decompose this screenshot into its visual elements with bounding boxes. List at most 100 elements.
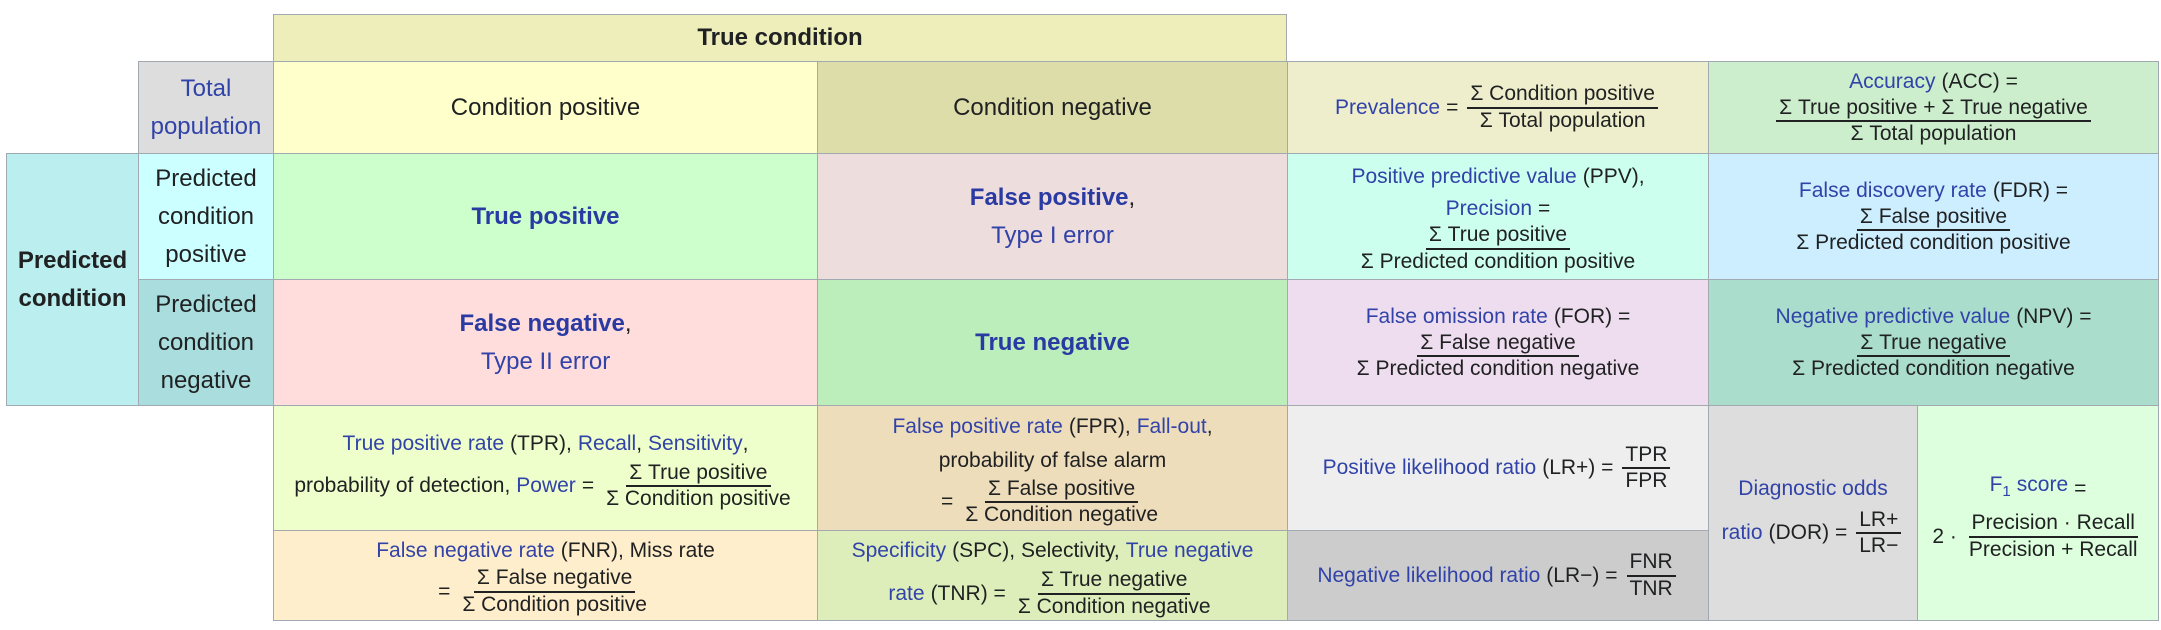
npv-abbr: (NPV) = (2016, 304, 2092, 328)
tnr-numerator: Σ True negative (1037, 569, 1191, 595)
fpr-link[interactable]: False positive rate (892, 414, 1063, 438)
tpr-fraction: Σ True positive Σ Condition positive (603, 461, 794, 510)
total-population-line-1[interactable]: Total (180, 74, 232, 102)
tnr-denominator: Σ Condition negative (1017, 594, 1211, 618)
predicted-positive-line-1: Predicted (155, 164, 257, 192)
accuracy-link[interactable]: Accuracy (1849, 69, 1936, 93)
true-negative-cell: True negative (817, 279, 1288, 406)
specificity-cell: Specificity (SPC), Selectivity, True neg… (817, 530, 1288, 621)
f1-score-link[interactable]: F1 score (1990, 465, 2069, 512)
tnr-abbr: (TNR) = (930, 581, 1006, 605)
fall-out-comma: , (1206, 414, 1213, 438)
lr-negative-link[interactable]: Negative likelihood ratio (1317, 563, 1541, 587)
fdr-denominator: Σ Predicted condition positive (1796, 231, 2071, 254)
predicted-condition-line-1: Predicted (17, 246, 128, 274)
false-negative-cell: False negative , Type II error (273, 279, 818, 406)
f1-score-cell: F1 score = 2 · Precision · Recall Precisi… (1917, 405, 2159, 621)
fnr-abbr: (FNR), Miss rate (560, 539, 715, 563)
ppv-fraction: Σ True positive Σ Predicted condition po… (1358, 224, 1638, 272)
dor-link-line-1[interactable]: Diagnostic odds (1738, 476, 1888, 500)
fpr-fraction: Σ False positive Σ Condition negative (962, 477, 1161, 526)
total-population-cell: Total population (138, 61, 274, 154)
dor-cell: Diagnostic odds ratio (DOR) = LR+ LR− (1708, 405, 1918, 621)
tpr-numerator: Σ True positive (626, 461, 771, 487)
accuracy-fraction: Σ True positive + Σ True negative Σ Tota… (1776, 96, 2091, 145)
predicted-positive-line-2: condition (157, 202, 255, 230)
total-population-line-2[interactable]: population (150, 112, 262, 140)
true-negative-rate-link-2[interactable]: rate (888, 581, 925, 605)
tpr-link[interactable]: True positive rate (342, 431, 505, 455)
predicted-condition-line-2: condition (18, 284, 127, 312)
fpr-denominator: Σ Condition negative (965, 503, 1159, 526)
predicted-negative-header: Predicted condition negative (138, 279, 274, 406)
tpr-cell: True positive rate (TPR), Recall , Sensi… (273, 405, 818, 531)
sensitivity-link[interactable]: Sensitivity (648, 431, 743, 455)
prevalence-equals: = (1446, 95, 1459, 119)
recall-comma: , (636, 431, 643, 455)
lr-positive-abbr: (LR+) = (1542, 456, 1614, 479)
condition-positive-header: Condition positive (273, 61, 818, 154)
predicted-positive-line-3: positive (165, 240, 247, 268)
dor-fraction: LR+ LR− (1856, 508, 1902, 557)
specificity-link[interactable]: Specificity (851, 539, 947, 563)
lr-positive-denominator: FPR (1625, 469, 1668, 492)
dor-abbr: (DOR) = (1768, 521, 1848, 544)
prevalence-link[interactable]: Prevalence (1335, 95, 1441, 119)
f1-letter: F (1989, 473, 2003, 497)
fdr-abbr: (FDR) = (1992, 178, 2069, 202)
true-negative-rate-link[interactable]: True negative (1125, 539, 1254, 563)
for-numerator: Σ False negative (1417, 331, 1579, 357)
true-negative-link[interactable]: True negative (975, 328, 1130, 356)
lr-negative-denominator: TNR (1629, 576, 1673, 600)
prevalence-cell: Prevalence = Σ Condition positive Σ Tota… (1287, 61, 1709, 154)
accuracy-numerator: Σ True positive + Σ True negative (1776, 96, 2091, 122)
lr-positive-cell: Positive likelihood ratio (LR+) = TPR FP… (1287, 405, 1709, 531)
dor-link-line-2[interactable]: ratio (1721, 521, 1763, 544)
false-positive-cell: False positive , Type I error (817, 153, 1288, 280)
condition-negative-header: Condition negative (817, 61, 1288, 154)
predicted-negative-line-2: condition (157, 328, 255, 356)
fnr-fraction: Σ False negative Σ Condition positive (459, 567, 650, 615)
lr-negative-abbr: (LR−) = (1546, 563, 1618, 587)
f1-equals: = (2074, 476, 2087, 500)
prevalence-denominator: Σ Total population (1479, 108, 1646, 132)
prevalence-numerator: Σ Condition positive (1467, 83, 1658, 109)
npv-denominator: Σ Predicted condition negative (1792, 357, 2075, 380)
power-link[interactable]: Power (516, 474, 576, 497)
fdr-link[interactable]: False discovery rate (1798, 178, 1987, 202)
true-condition-header: True condition (273, 14, 1287, 62)
tpr-denominator: Σ Condition positive (606, 487, 791, 510)
fdr-cell: False discovery rate (FDR) = Σ False pos… (1708, 153, 2159, 280)
probability-of-detection: probability of detection, (294, 474, 511, 497)
fpr-cell: False positive rate (FPR), Fall-out , pr… (817, 405, 1288, 531)
ppv-numerator: Σ True positive (1425, 224, 1571, 250)
predicted-condition-header: Predicted condition (6, 153, 139, 406)
fnr-numerator: Σ False negative (473, 567, 636, 593)
type-i-error-link[interactable]: Type I error (991, 221, 1114, 249)
type-ii-error-link[interactable]: Type II error (480, 347, 611, 375)
lr-negative-fraction: FNR TNR (1626, 551, 1676, 600)
lr-positive-link[interactable]: Positive likelihood ratio (1322, 456, 1537, 479)
for-fraction: Σ False negative Σ Predicted condition n… (1354, 331, 1643, 380)
fnr-link[interactable]: False negative rate (376, 539, 555, 563)
ppv-abbr: (PPV), (1582, 165, 1645, 189)
npv-numerator: Σ True negative (1857, 331, 2010, 357)
for-abbr: (FOR) = (1553, 304, 1631, 328)
fnr-equals: = (438, 579, 451, 603)
f1-score-word: score (2016, 473, 2069, 497)
specificity-abbr: (SPC), Selectivity, (952, 539, 1120, 563)
false-positive-link[interactable]: False positive (969, 183, 1129, 211)
false-negative-link[interactable]: False negative (459, 309, 625, 337)
for-link[interactable]: False omission rate (1365, 304, 1548, 328)
accuracy-denominator: Σ Total population (1850, 122, 2017, 145)
precision-link[interactable]: Precision (1445, 197, 1533, 221)
fdr-fraction: Σ False positive Σ Predicted condition p… (1793, 205, 2073, 254)
f1-denominator: Precision + Recall (1968, 537, 2138, 561)
false-negative-comma: , (624, 309, 632, 337)
ppv-link[interactable]: Positive predictive value (1351, 165, 1577, 189)
recall-link[interactable]: Recall (577, 431, 637, 455)
fall-out-link[interactable]: Fall-out (1136, 414, 1207, 438)
lr-positive-fraction: TPR FPR (1622, 443, 1671, 492)
npv-link[interactable]: Negative predictive value (1775, 304, 2011, 328)
true-positive-link[interactable]: True positive (471, 202, 620, 230)
